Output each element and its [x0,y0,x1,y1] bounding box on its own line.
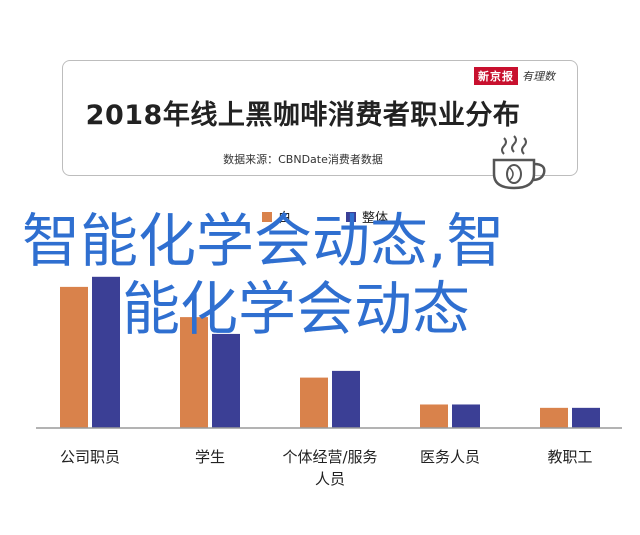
coffee-cup-icon [492,135,546,190]
category-label-3-line-1: 个体经营/服务 [282,448,377,466]
category-label-1: 公司职员 [60,448,120,466]
bar-1-1 [60,286,88,428]
chart-title: 2018年线上黑咖啡消费者职业分布 [85,100,521,131]
bars-layer [60,276,600,428]
bar-2-5 [572,407,600,428]
legend-label-2: 整体 [362,211,388,226]
header-box: 新京报 有理数 2018年线上黑咖啡消费者职业分布 数据来源：CBNDate消费… [62,60,578,176]
bar-1-5 [540,407,568,428]
category-label-2: 学生 [195,448,225,466]
bar-2-4 [452,404,480,428]
legend-swatch-2 [346,212,356,222]
overlay-text-line-1: 智能化学会动态,智 [22,207,505,275]
bar-2-3 [332,370,360,428]
brand-name: 新京报 [474,67,518,85]
bar-2-1 [92,276,120,428]
legend-swatch-1 [262,212,272,222]
chart-legend: 白 整体 [262,210,388,226]
chart-source: 数据来源：CBNDate消费者数据 [223,153,383,166]
category-label-3-line-2: 人员 [315,470,345,488]
brand-logo: 新京报 有理数 [474,67,555,85]
category-label-4: 医务人员 [420,448,480,466]
overlay-text-line-2: 能化学会动态 [122,275,471,343]
legend-label-1: 白 [278,210,291,226]
bar-1-2 [180,317,208,428]
category-label-5: 教职工 [547,448,592,466]
brand-sub: 有理数 [522,70,555,83]
bar-2-2 [212,333,240,428]
bar-1-3 [300,377,328,428]
bar-1-4 [420,404,448,428]
